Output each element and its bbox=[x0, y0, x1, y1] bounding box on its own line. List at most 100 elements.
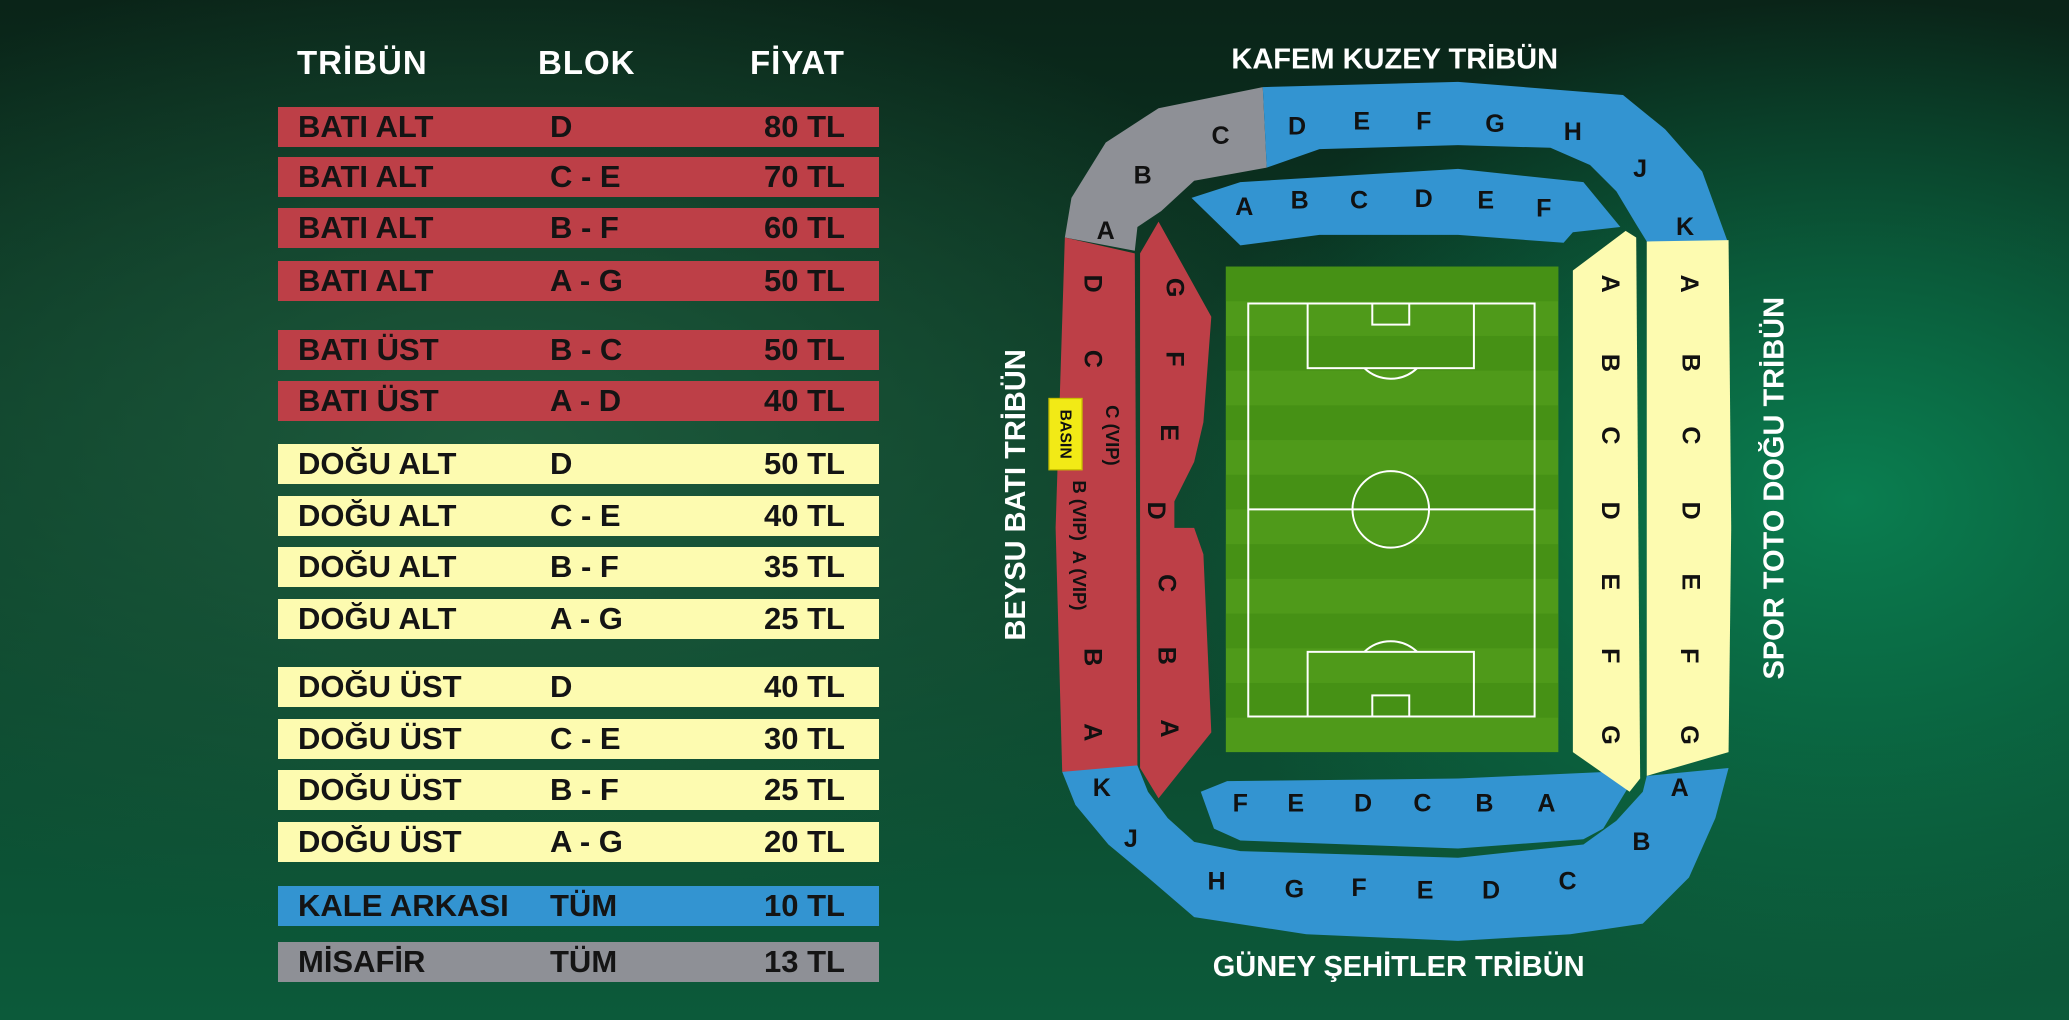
section-label[interactable]: G bbox=[1285, 875, 1305, 903]
section-label[interactable]: G bbox=[1160, 278, 1188, 297]
row-block: B - F bbox=[550, 772, 619, 807]
row-block: C - E bbox=[550, 498, 621, 533]
section-label[interactable]: G bbox=[1596, 725, 1624, 745]
row-price: 50 TL bbox=[764, 263, 845, 298]
row-tribune: DOĞU ALT bbox=[298, 498, 457, 533]
section-label[interactable]: E bbox=[1353, 107, 1370, 135]
section-label[interactable]: C bbox=[1152, 574, 1180, 592]
section-label[interactable]: H bbox=[1564, 118, 1582, 146]
row-block: TÜM bbox=[550, 944, 618, 979]
price-row: BATI ALT B - F 60 TL bbox=[278, 208, 879, 248]
section-label[interactable]: K bbox=[1093, 774, 1111, 802]
section-label[interactable]: B bbox=[1291, 187, 1309, 215]
row-tribune: BATI ÜST bbox=[298, 383, 439, 418]
section-label[interactable]: A bbox=[1079, 723, 1107, 741]
west-upper-stand[interactable] bbox=[1055, 237, 1138, 772]
pitch-stripe bbox=[1225, 335, 1559, 371]
section-label[interactable]: F bbox=[1233, 790, 1248, 818]
section-label[interactable]: A (VIP) bbox=[1069, 551, 1090, 611]
section-label[interactable]: D bbox=[1079, 275, 1107, 293]
section-label[interactable]: C bbox=[1350, 187, 1368, 215]
section-label[interactable]: E bbox=[1596, 574, 1624, 591]
section-label[interactable]: J bbox=[1124, 825, 1138, 853]
row-tribune: DOĞU ÜST bbox=[298, 721, 462, 756]
row-price: 10 TL bbox=[764, 888, 845, 923]
section-label[interactable]: C bbox=[1079, 350, 1107, 368]
guest-stand[interactable] bbox=[1064, 87, 1267, 251]
section-label[interactable]: F bbox=[1536, 194, 1551, 222]
pitch-stripe bbox=[1225, 544, 1559, 579]
row-tribune: KALE ARKASI bbox=[298, 888, 509, 923]
section-label[interactable]: D bbox=[1676, 502, 1704, 520]
row-tribune: BATI ALT bbox=[298, 263, 434, 298]
east-lower-stand[interactable] bbox=[1572, 230, 1641, 792]
section-label[interactable]: E bbox=[1155, 424, 1183, 441]
section-label[interactable]: A bbox=[1537, 790, 1555, 818]
section-label[interactable]: E bbox=[1676, 574, 1704, 591]
section-label[interactable]: D bbox=[1288, 113, 1306, 141]
section-label[interactable]: J bbox=[1633, 155, 1647, 183]
row-block: C - E bbox=[550, 159, 621, 194]
price-row: DOĞU ALT C - E 40 TL bbox=[278, 496, 879, 536]
section-label[interactable]: D bbox=[1415, 185, 1433, 213]
row-block: D bbox=[550, 446, 573, 481]
row-tribune: MİSAFİR bbox=[298, 944, 426, 979]
row-tribune: BATI ALT bbox=[298, 109, 434, 144]
section-label[interactable]: E bbox=[1287, 790, 1304, 818]
row-tribune: BATI ALT bbox=[298, 159, 434, 194]
section-label[interactable]: B bbox=[1134, 162, 1152, 190]
section-label[interactable]: B bbox=[1596, 354, 1624, 372]
section-label[interactable]: B bbox=[1079, 648, 1107, 666]
west-lower-stand[interactable] bbox=[1140, 221, 1212, 799]
section-label[interactable]: D bbox=[1142, 502, 1170, 520]
section-label[interactable]: B (VIP) bbox=[1069, 480, 1090, 541]
section-label[interactable]: B bbox=[1676, 354, 1704, 372]
south-lower-stand[interactable] bbox=[1200, 771, 1630, 849]
section-label[interactable]: E bbox=[1477, 187, 1494, 215]
section-label[interactable]: B bbox=[1475, 790, 1493, 818]
section-label[interactable]: A bbox=[1675, 275, 1703, 293]
row-price: 13 TL bbox=[764, 944, 845, 979]
section-label[interactable]: F bbox=[1160, 351, 1188, 366]
east-upper-stand[interactable] bbox=[1646, 240, 1732, 776]
section-label[interactable]: D bbox=[1354, 790, 1372, 818]
section-label[interactable]: C bbox=[1596, 426, 1624, 444]
price-row: BATI ALT A - G 50 TL bbox=[278, 261, 879, 301]
row-block: B - F bbox=[550, 549, 619, 584]
row-tribune: DOĞU ALT bbox=[298, 601, 457, 636]
section-label[interactable]: D bbox=[1482, 877, 1500, 905]
section-label[interactable]: A bbox=[1235, 193, 1253, 221]
north-upper-stand[interactable] bbox=[1262, 81, 1729, 245]
section-label[interactable]: C bbox=[1211, 122, 1229, 150]
section-label[interactable]: A bbox=[1097, 217, 1115, 245]
section-label[interactable]: C bbox=[1559, 867, 1577, 895]
section-label[interactable]: B bbox=[1632, 828, 1650, 856]
section-label[interactable]: C (VIP) bbox=[1102, 405, 1123, 466]
section-label[interactable]: F bbox=[1351, 874, 1366, 902]
section-label[interactable]: K bbox=[1676, 213, 1694, 241]
south-upper-stand[interactable] bbox=[1062, 765, 1729, 941]
section-label[interactable]: C bbox=[1676, 426, 1704, 444]
section-label[interactable]: A bbox=[1155, 719, 1183, 737]
section-label[interactable]: H bbox=[1208, 867, 1226, 895]
east-stand-title: SPOR TOTO DOĞU TRİBÜN bbox=[1757, 297, 1791, 680]
section-label[interactable]: D bbox=[1596, 502, 1624, 520]
section-label[interactable]: F bbox=[1675, 648, 1703, 663]
section-label[interactable]: A bbox=[1671, 774, 1689, 802]
row-price: 25 TL bbox=[764, 772, 845, 807]
section-label[interactable]: F bbox=[1596, 648, 1624, 663]
section-label[interactable]: C bbox=[1413, 790, 1431, 818]
row-price: 30 TL bbox=[764, 721, 845, 756]
row-price: 40 TL bbox=[764, 669, 845, 704]
section-label[interactable]: G bbox=[1675, 725, 1703, 745]
section-label[interactable]: A bbox=[1596, 275, 1624, 293]
price-row: MİSAFİR TÜM 13 TL bbox=[278, 942, 879, 982]
north-lower-stand[interactable] bbox=[1191, 168, 1621, 246]
row-price: 80 TL bbox=[764, 109, 845, 144]
price-row: DOĞU ÜST A - G 20 TL bbox=[278, 822, 879, 862]
section-label[interactable]: F bbox=[1416, 107, 1431, 135]
section-label[interactable]: G bbox=[1485, 110, 1505, 138]
section-label[interactable]: B bbox=[1152, 647, 1180, 665]
section-label[interactable]: E bbox=[1417, 877, 1434, 905]
row-price: 20 TL bbox=[764, 824, 845, 859]
